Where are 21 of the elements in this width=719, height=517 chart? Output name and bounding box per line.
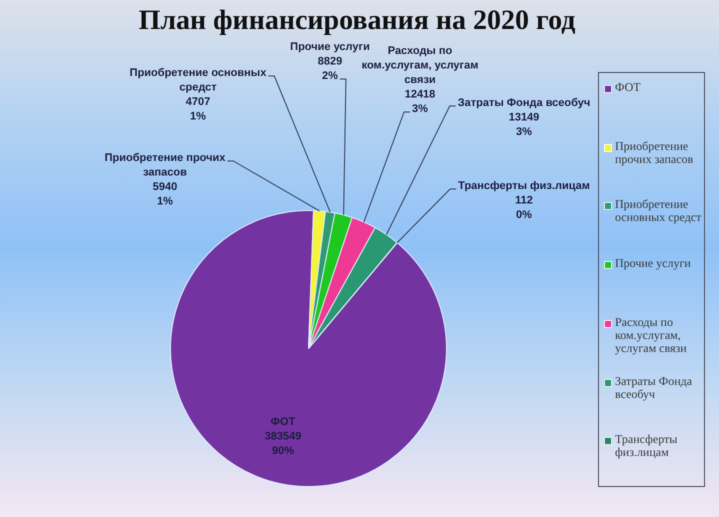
slice-label: Прочие услуги [290, 41, 370, 54]
legend-label: ФОТ [615, 80, 642, 94]
slice-label: ФОТ [270, 416, 296, 428]
data-label: 8829 2% [318, 56, 342, 82]
data-label: 5940 1% [152, 181, 178, 208]
data-label: 12418 3% [404, 88, 436, 116]
slice-label: Приобретение прочих запасов [104, 152, 226, 179]
legend-label: Затраты Фонда всеобуч [615, 374, 694, 401]
data-label: 112 0% [515, 194, 533, 222]
legend-label: Приобретение основных средст [615, 197, 702, 224]
legend-label: Прочие услуги [615, 256, 692, 270]
chart-title: План финансирования на 2020 год [138, 5, 576, 37]
data-label: 4707 1% [186, 96, 210, 123]
legend-label: Приобретение прочих запасов [615, 138, 694, 166]
slice-label: Приобретение основных средст [130, 67, 268, 94]
legend-label: Трансферты физ.лицам [615, 432, 678, 460]
data-label: 383549 90% [264, 430, 302, 458]
slice-label: Затраты Фонда всеобуч [458, 97, 590, 110]
data-label: 13149 3% [508, 112, 540, 138]
slice-label: Трансферты физ.лицам [458, 180, 590, 192]
legend-label: Расходы по ком.услугам, услугам связи [615, 314, 688, 355]
